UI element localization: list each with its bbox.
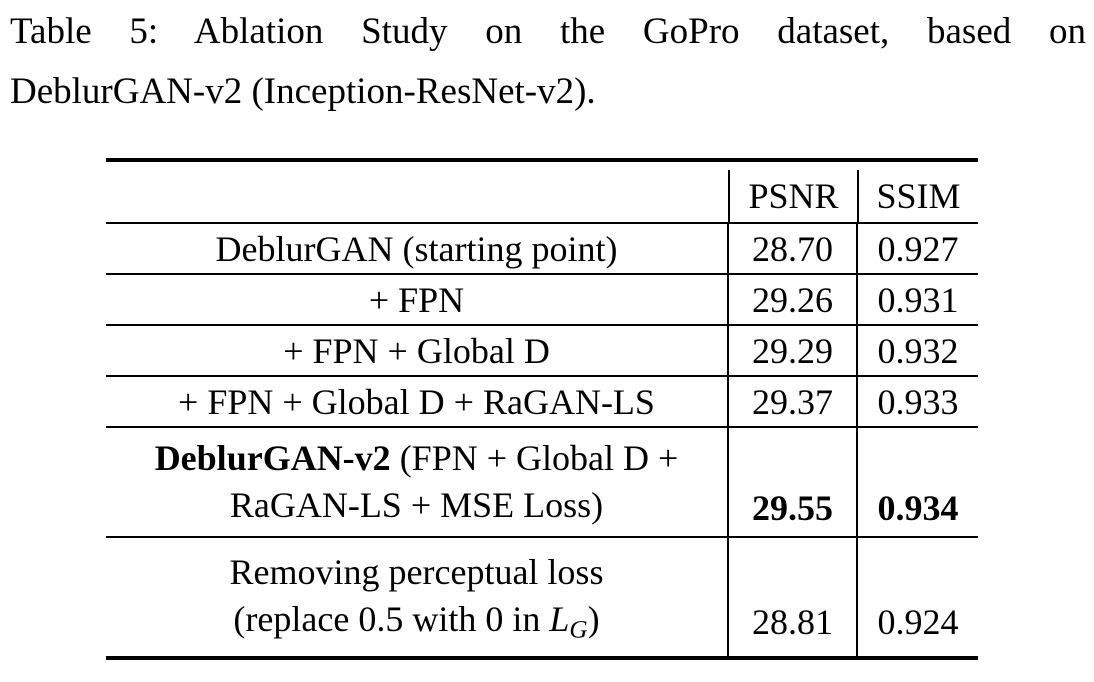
ablation-table: PSNR SSIM DeblurGAN (starting point) 28.…: [106, 158, 978, 660]
header-empty-cell: [106, 160, 728, 224]
row-label-cell: DeblurGAN (starting point): [106, 223, 728, 275]
header-ssim-cell: SSIM: [857, 160, 978, 224]
table-row: + FPN 29.26 0.931: [106, 274, 978, 326]
row-label-cell: DeblurGAN-v2 (FPN + Global D + RaGAN-LS …: [106, 427, 728, 538]
psnr-value-cell: 28.81: [727, 537, 857, 658]
row-label-line-2: RaGAN-LS + MSE Loss): [229, 485, 604, 525]
ssim-value-cell: 0.932: [856, 325, 978, 377]
caption-line-2: DeblurGAN-v2 (Inception-ResNet-v2).: [10, 71, 596, 112]
caption-line-1: Table 5: Ablation Study on the GoPro dat…: [10, 11, 1086, 52]
row-label-line-1: Removing perceptual loss: [229, 552, 604, 592]
table-caption: Table 5: Ablation Study on the GoPro dat…: [10, 2, 1086, 122]
psnr-value-cell: 29.37: [727, 376, 857, 428]
table-row: + FPN + Global D 29.29 0.932: [106, 325, 978, 377]
table-row: + FPN + Global D + RaGAN-LS 29.37 0.933: [106, 376, 978, 428]
psnr-value-cell: 28.70: [727, 223, 857, 275]
row-label-cell: + FPN + Global D + RaGAN-LS: [106, 376, 728, 428]
row-label-cell: Removing perceptual loss (replace 0.5 wi…: [106, 537, 728, 658]
table-row-deblurgan-v2: DeblurGAN-v2 (FPN + Global D + RaGAN-LS …: [106, 427, 978, 538]
math-loss-subscript: G: [569, 616, 588, 644]
ssim-value-cell: 0.931: [856, 274, 978, 326]
ssim-value-cell: 0.927: [856, 223, 978, 275]
ssim-value-cell: 0.933: [856, 376, 978, 428]
psnr-value-cell: 29.29: [727, 325, 857, 377]
psnr-value-cell: 29.26: [727, 274, 857, 326]
header-ssim-label: SSIM: [876, 176, 961, 216]
psnr-value-cell: 29.55: [727, 427, 857, 538]
table-row: DeblurGAN (starting point) 28.70 0.927: [106, 223, 978, 275]
table-row-remove-perceptual: Removing perceptual loss (replace 0.5 wi…: [106, 537, 978, 658]
row-label-cell: + FPN + Global D: [106, 325, 728, 377]
ssim-value-cell: 0.924: [856, 537, 978, 658]
header-psnr-cell: PSNR: [728, 160, 857, 224]
model-name-bold: DeblurGAN-v2: [154, 438, 391, 478]
ssim-value-cell: 0.934: [856, 427, 978, 538]
math-loss-symbol: L: [549, 599, 570, 639]
row-label-line-1: DeblurGAN-v2 (FPN + Global D +: [154, 438, 679, 478]
header-psnr-label: PSNR: [748, 176, 839, 216]
table-header-row: PSNR SSIM: [106, 160, 978, 224]
row-label-line-2: (replace 0.5 with 0 in LG): [233, 599, 600, 644]
row-label-cell: + FPN: [106, 274, 728, 326]
